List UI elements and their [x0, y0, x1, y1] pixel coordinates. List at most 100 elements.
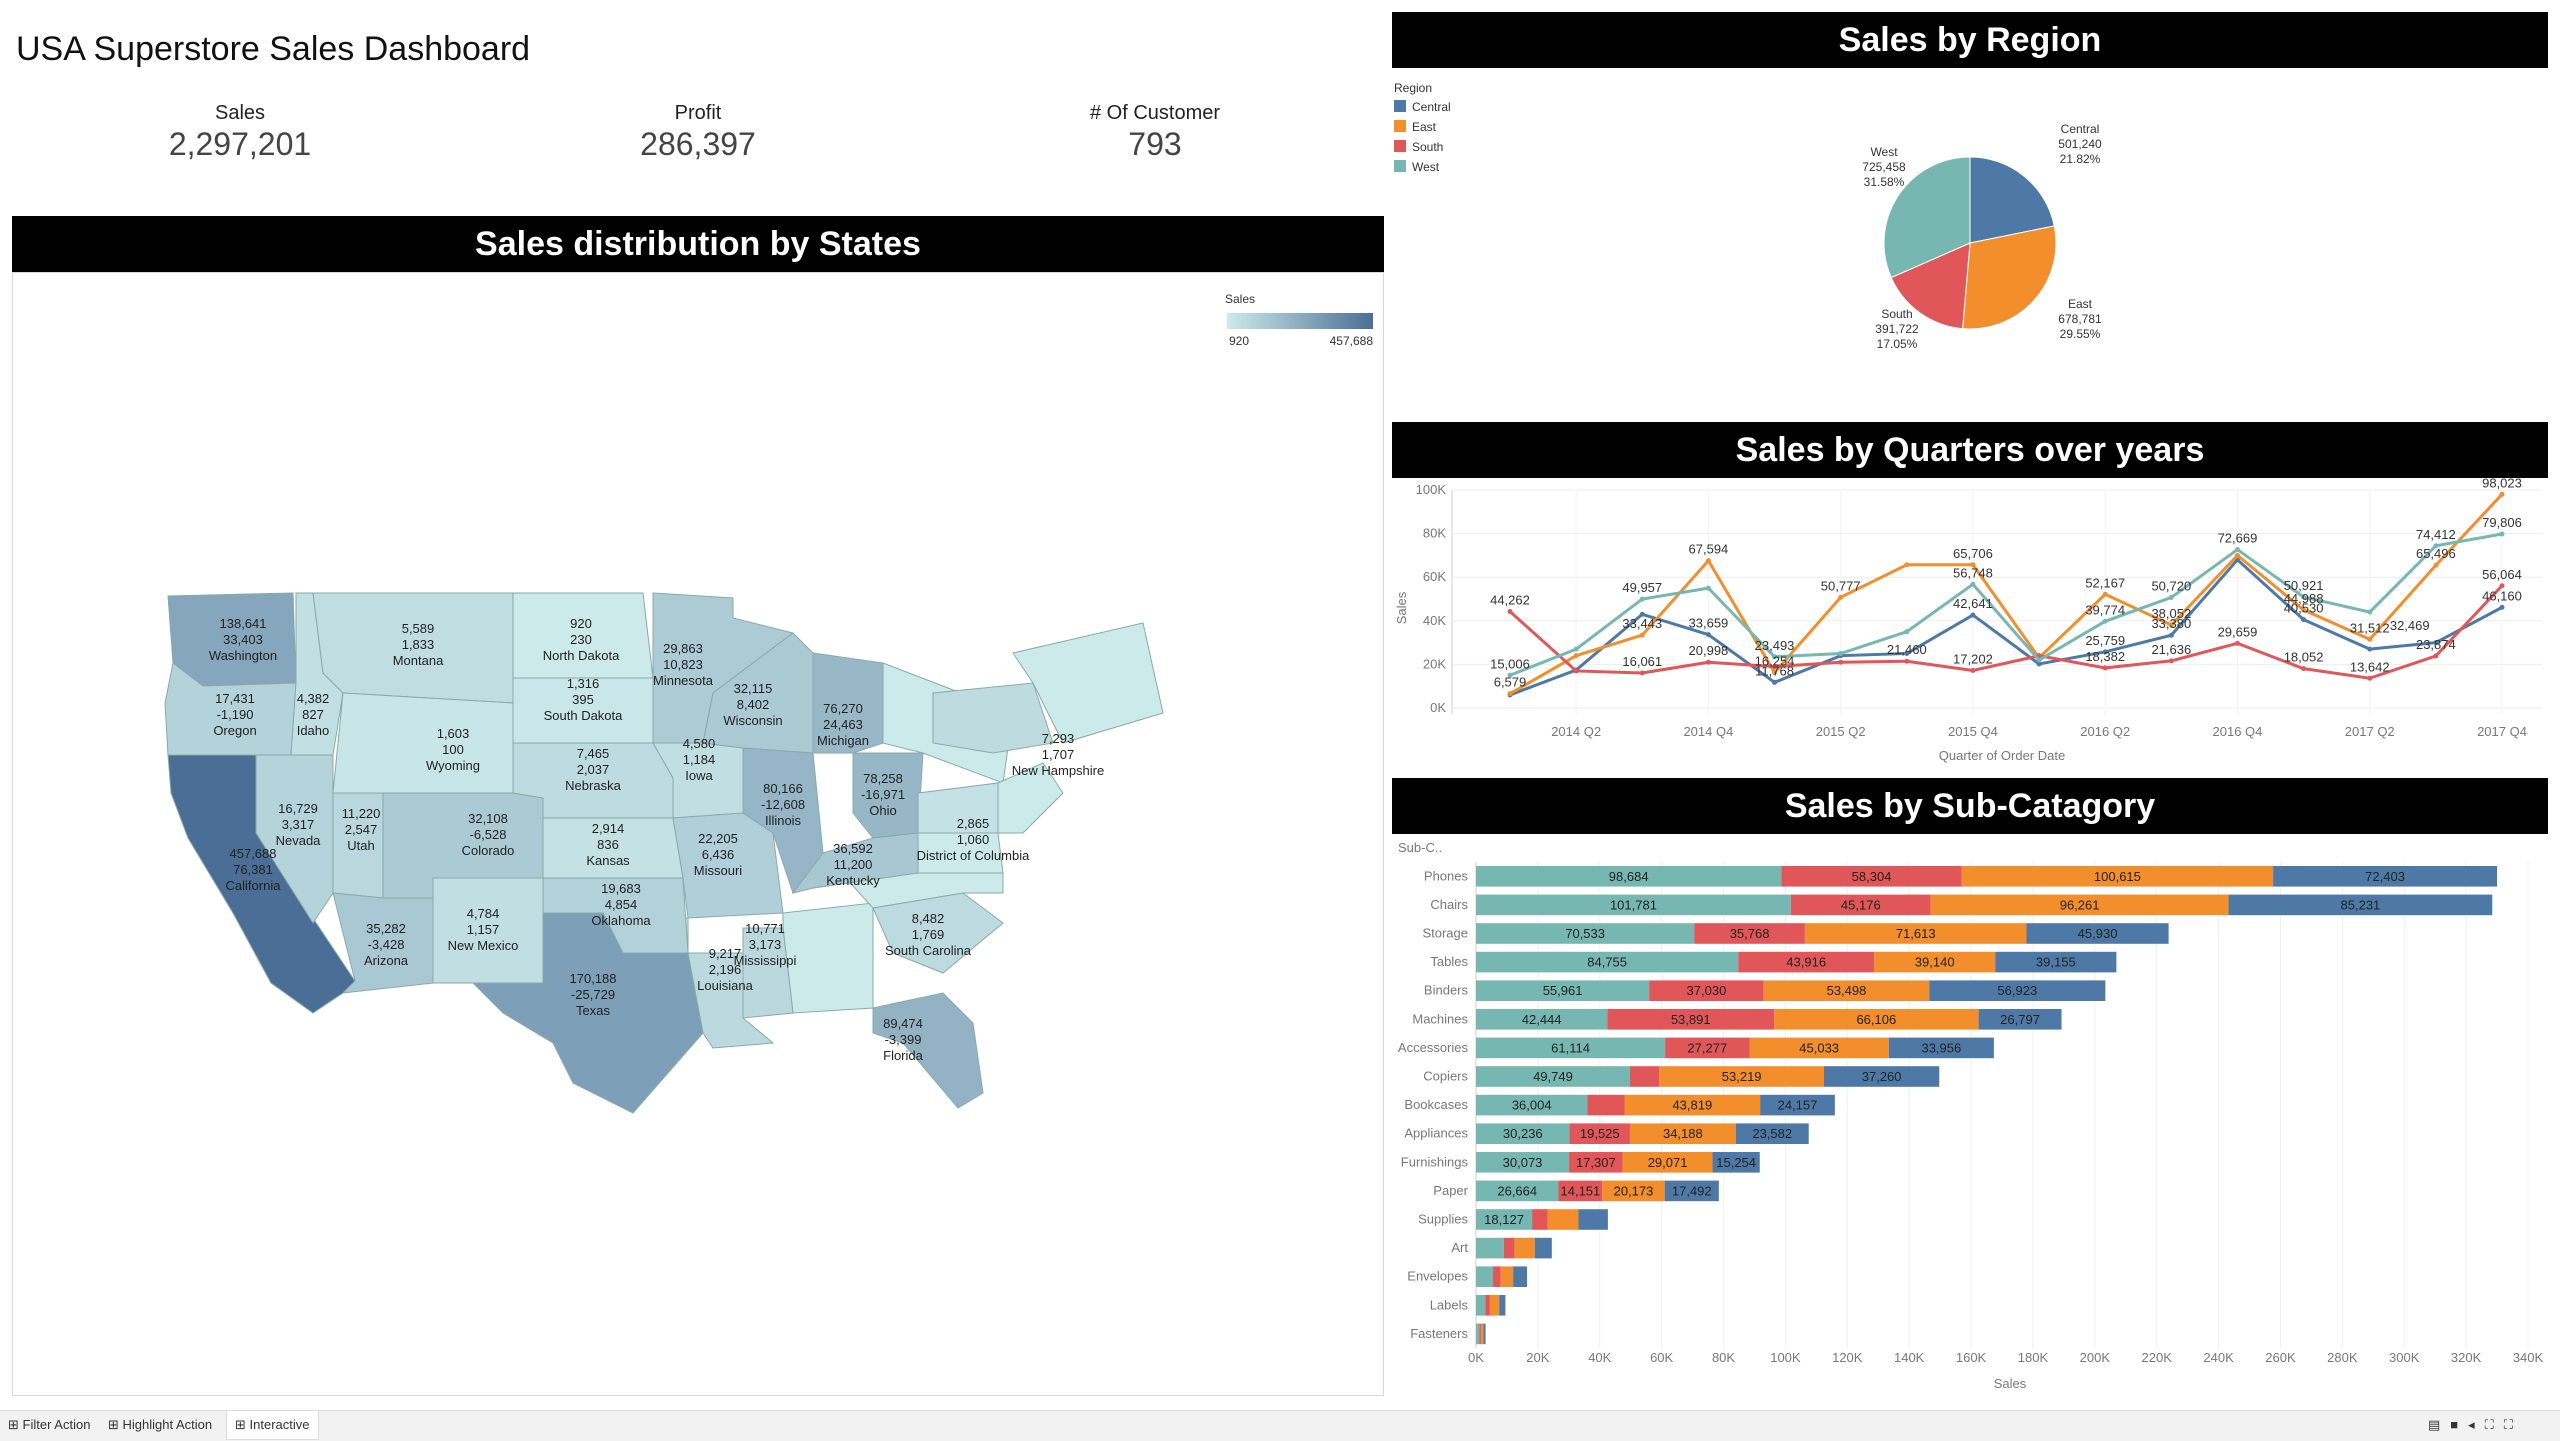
- bar-segment[interactable]: [1513, 1266, 1528, 1287]
- bar-segment[interactable]: [1476, 1237, 1504, 1259]
- bar-segment[interactable]: [1547, 1209, 1579, 1230]
- bar-segment[interactable]: [1602, 1180, 1665, 1202]
- bar-segment[interactable]: [1774, 1009, 1979, 1030]
- bar-segment[interactable]: [1479, 1323, 1481, 1345]
- line-point[interactable]: [2499, 531, 2505, 537]
- map-state-shape[interactable]: [917, 782, 999, 834]
- bar-segment[interactable]: [1629, 1123, 1736, 1144]
- line-point[interactable]: [1639, 670, 1645, 676]
- tab-filter-action[interactable]: ⊞ Filter Action: [8, 1417, 90, 1433]
- bar-segment[interactable]: [1694, 923, 1805, 944]
- line-point[interactable]: [2102, 591, 2108, 597]
- map-state-shape[interactable]: [255, 754, 334, 924]
- bar-segment[interactable]: [1514, 1237, 1535, 1259]
- bar-segment[interactable]: [1500, 1266, 1514, 1287]
- bar-segment[interactable]: [1961, 866, 2274, 887]
- bar-segment[interactable]: [1664, 1180, 1719, 1202]
- bar-segment[interactable]: [1735, 1123, 1809, 1144]
- line-point[interactable]: [1838, 651, 1844, 656]
- line-point[interactable]: [1970, 612, 1976, 618]
- line-point[interactable]: [1904, 629, 1910, 635]
- bar-segment[interactable]: [1476, 1152, 1570, 1173]
- line-series-south[interactable]: [1508, 584, 2504, 680]
- line-point[interactable]: [2367, 636, 2373, 642]
- bar-segment[interactable]: [1476, 1123, 1570, 1144]
- bar-segment[interactable]: [1493, 1266, 1501, 1287]
- bar-segment[interactable]: [1476, 866, 1782, 887]
- map-state-shape[interactable]: [812, 652, 884, 754]
- bar-segment[interactable]: [1622, 1152, 1713, 1173]
- line-point[interactable]: [1507, 672, 1513, 678]
- bar-segment[interactable]: [1476, 1180, 1559, 1202]
- bar-segment[interactable]: [1476, 1066, 1630, 1087]
- region-legend-entry[interactable]: Central: [1412, 100, 1451, 114]
- state-map[interactable]: Sales 920 457,688 138,64133,403Washingto…: [13, 273, 1385, 1397]
- bar-segment[interactable]: [1823, 1066, 1940, 1087]
- line-point[interactable]: [1705, 585, 1711, 591]
- map-state-shape[interactable]: [471, 912, 704, 1114]
- bar-segment[interactable]: [1476, 1323, 1480, 1345]
- bar-segment[interactable]: [1649, 980, 1764, 1001]
- bar-segment[interactable]: [1476, 1009, 1608, 1030]
- line-point[interactable]: [2036, 661, 2042, 667]
- line-point[interactable]: [1705, 632, 1711, 638]
- bar-segment[interactable]: [1480, 1323, 1484, 1345]
- bar-segment[interactable]: [1476, 1094, 1588, 1116]
- line-point[interactable]: [1904, 562, 1910, 568]
- map-state-shape[interactable]: [932, 682, 1054, 754]
- line-point[interactable]: [1838, 594, 1844, 600]
- bar-segment[interactable]: [1978, 1009, 2062, 1030]
- line-point[interactable]: [2433, 653, 2439, 659]
- line-point[interactable]: [2036, 657, 2042, 663]
- bar-segment[interactable]: [1790, 894, 1931, 916]
- bar-segment[interactable]: [1712, 1152, 1760, 1173]
- bar-segment[interactable]: [1485, 1295, 1490, 1316]
- line-point[interactable]: [2301, 617, 2307, 623]
- line-point[interactable]: [2367, 646, 2373, 652]
- bar-segment[interactable]: [1532, 1209, 1548, 1230]
- line-point[interactable]: [2433, 640, 2439, 646]
- pie-slice[interactable]: [1969, 156, 2055, 244]
- line-point[interactable]: [2499, 604, 2505, 610]
- bar-segment[interactable]: [1659, 1066, 1824, 1087]
- line-point[interactable]: [1772, 670, 1778, 676]
- bar-segment[interactable]: [1476, 923, 1695, 944]
- region-legend-entry[interactable]: East: [1412, 120, 1437, 134]
- bar-segment[interactable]: [1476, 951, 1739, 973]
- bar-segment[interactable]: [1888, 1037, 1994, 1059]
- line-point[interactable]: [2433, 562, 2439, 568]
- bar-segment[interactable]: [1476, 1209, 1533, 1230]
- bar-segment[interactable]: [1483, 1323, 1486, 1345]
- map-state-shape[interactable]: [872, 992, 984, 1109]
- line-point[interactable]: [2301, 594, 2307, 600]
- line-point[interactable]: [2168, 594, 2174, 600]
- bar-segment[interactable]: [1760, 1094, 1835, 1116]
- tab-highlight-action[interactable]: ⊞ Highlight Action: [108, 1417, 212, 1433]
- bar-segment[interactable]: [1569, 1152, 1623, 1173]
- line-series-east[interactable]: [1509, 493, 2504, 695]
- bar-segment[interactable]: [1476, 1266, 1494, 1287]
- bar-segment[interactable]: [1874, 951, 1996, 973]
- subcat-row-header[interactable]: Sub-C..: [1398, 840, 1442, 855]
- line-point[interactable]: [1573, 668, 1579, 674]
- view-controls[interactable]: ▤■◂⛶⛶: [2428, 1417, 2523, 1432]
- line-point[interactable]: [2367, 675, 2373, 681]
- line-point[interactable]: [2102, 665, 2108, 671]
- bar-segment[interactable]: [1476, 980, 1650, 1001]
- line-point[interactable]: [1639, 611, 1645, 617]
- line-point[interactable]: [2234, 552, 2240, 558]
- bar-segment[interactable]: [1665, 1037, 1750, 1059]
- bar-segment[interactable]: [1476, 894, 1791, 916]
- bar-segment[interactable]: [2026, 923, 2169, 944]
- pie-slice[interactable]: [1890, 242, 1971, 330]
- bar-segment[interactable]: [1558, 1180, 1603, 1202]
- bar-segment[interactable]: [1804, 923, 2027, 944]
- line-point[interactable]: [2168, 632, 2174, 638]
- region-legend-entry[interactable]: South: [1412, 140, 1443, 154]
- line-point[interactable]: [1639, 632, 1645, 638]
- tab-interactive[interactable]: ⊞ Interactive: [226, 1411, 319, 1440]
- line-point[interactable]: [2168, 622, 2174, 628]
- line-series-central[interactable]: [1509, 557, 2503, 697]
- line-point[interactable]: [2234, 547, 2240, 553]
